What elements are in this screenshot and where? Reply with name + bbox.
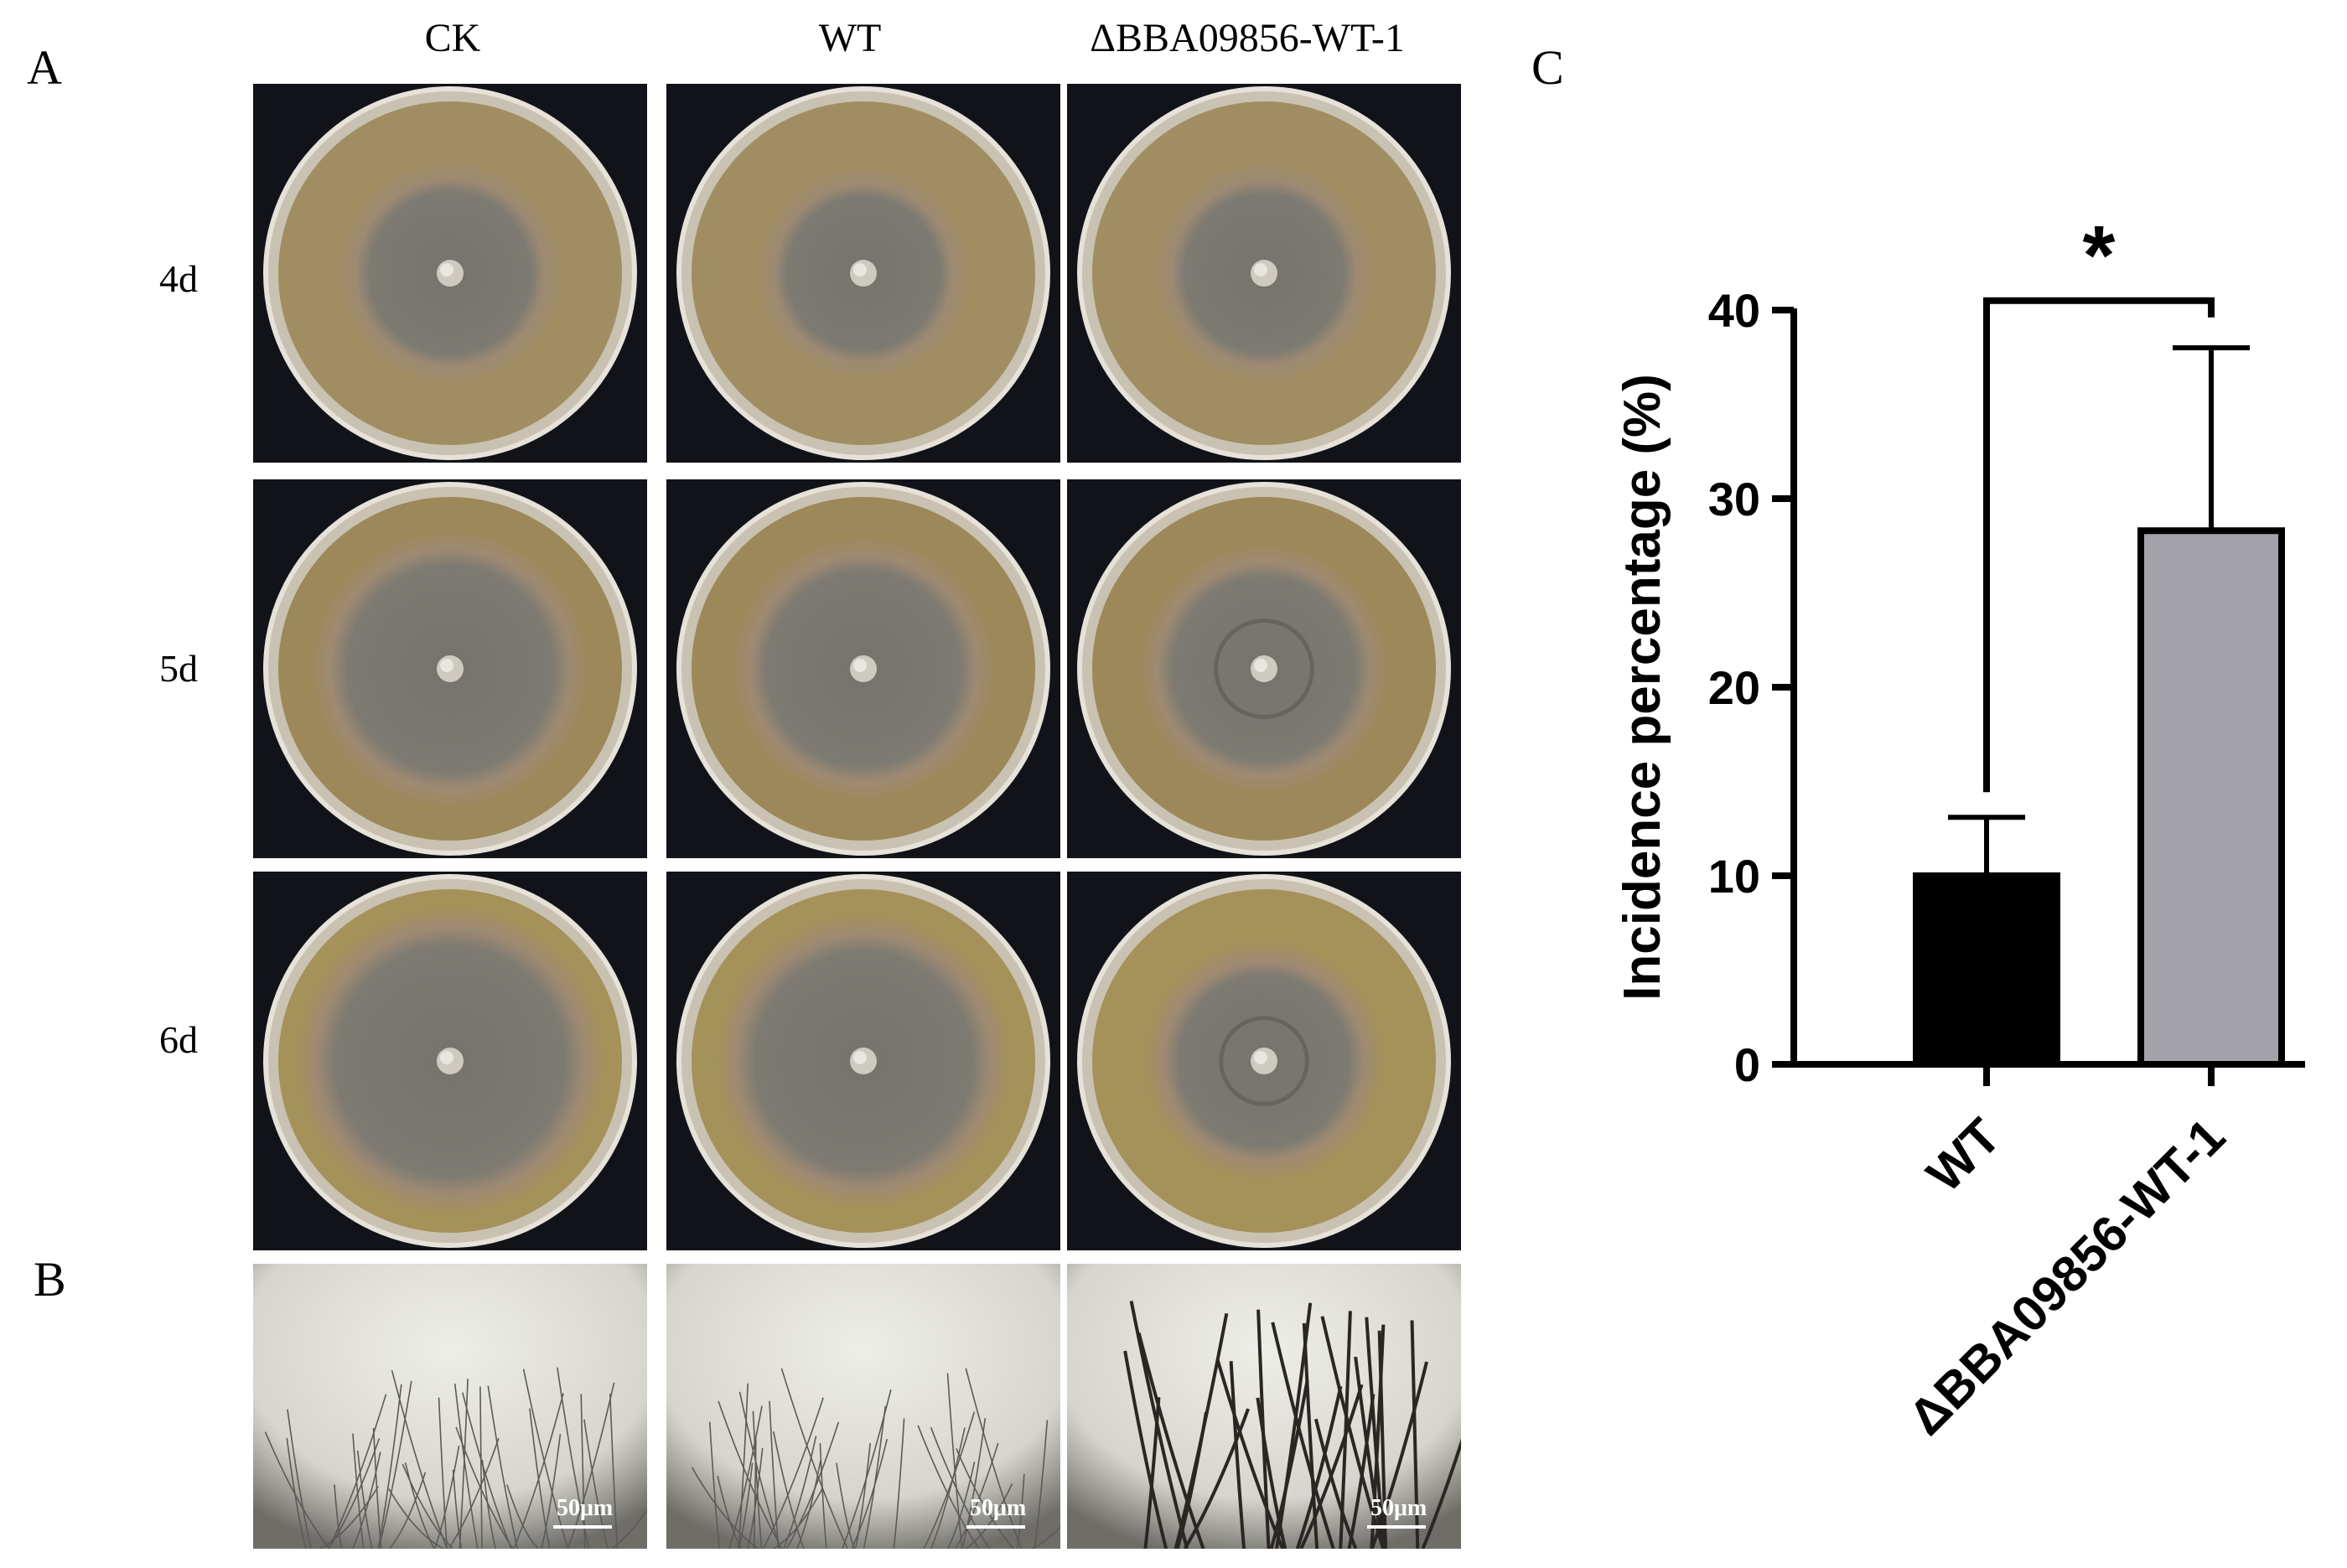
scale-bar	[966, 1525, 1025, 1529]
y-axis-label: Incidence percentage (%)	[1614, 374, 1671, 1001]
plate-photo-ck-6d	[253, 872, 647, 1250]
significance-bracket	[1983, 297, 2215, 793]
panel-c-label: C	[1531, 40, 1564, 95]
x-tick-label: WT	[1916, 1108, 2011, 1203]
column-header-ck: CK	[424, 16, 481, 60]
significance-marker: *	[2083, 209, 2116, 303]
column-header-wt: WT	[818, 16, 882, 60]
plate-photo-ck-5d	[253, 479, 647, 858]
bar-mutant	[2137, 527, 2285, 1068]
micrograph-δbba09856-wt-1: 50μm	[1067, 1264, 1461, 1549]
y-tick-label: 10	[1708, 850, 1760, 903]
y-tick-label: 0	[1734, 1038, 1760, 1091]
scale-bar	[1367, 1525, 1426, 1529]
column-header-mutant: ΔBBA09856-WT-1	[1090, 16, 1405, 60]
plate-photo-wt-4d	[666, 84, 1060, 463]
plate-photo-δbba09856-wt-1-4d	[1067, 84, 1461, 463]
y-tick-label: 40	[1708, 284, 1760, 337]
row-header-4d: 4d	[159, 257, 198, 300]
y-tick-label: 30	[1708, 473, 1760, 525]
y-tick-label: 20	[1708, 661, 1760, 714]
row-header-6d: 6d	[159, 1018, 198, 1061]
bar-wt	[1913, 872, 2060, 1068]
plate-photo-δbba09856-wt-1-6d	[1067, 872, 1461, 1250]
panel-b-label: B	[34, 1252, 66, 1307]
micrograph-wt: 50μm	[666, 1264, 1060, 1549]
row-header-5d: 5d	[159, 647, 198, 690]
plate-photo-ck-4d	[253, 84, 647, 463]
scale-bar-label: 50μm	[557, 1495, 614, 1521]
plate-photo-δbba09856-wt-1-5d	[1067, 479, 1461, 858]
panel-a-label: A	[27, 40, 62, 95]
scale-bar	[553, 1525, 612, 1529]
scale-bar-label: 50μm	[1370, 1495, 1427, 1521]
scale-bar-label: 50μm	[970, 1495, 1027, 1521]
micrograph-ck: 50μm	[253, 1264, 647, 1549]
plate-photo-wt-5d	[666, 479, 1060, 858]
plate-photo-wt-6d	[666, 872, 1060, 1250]
